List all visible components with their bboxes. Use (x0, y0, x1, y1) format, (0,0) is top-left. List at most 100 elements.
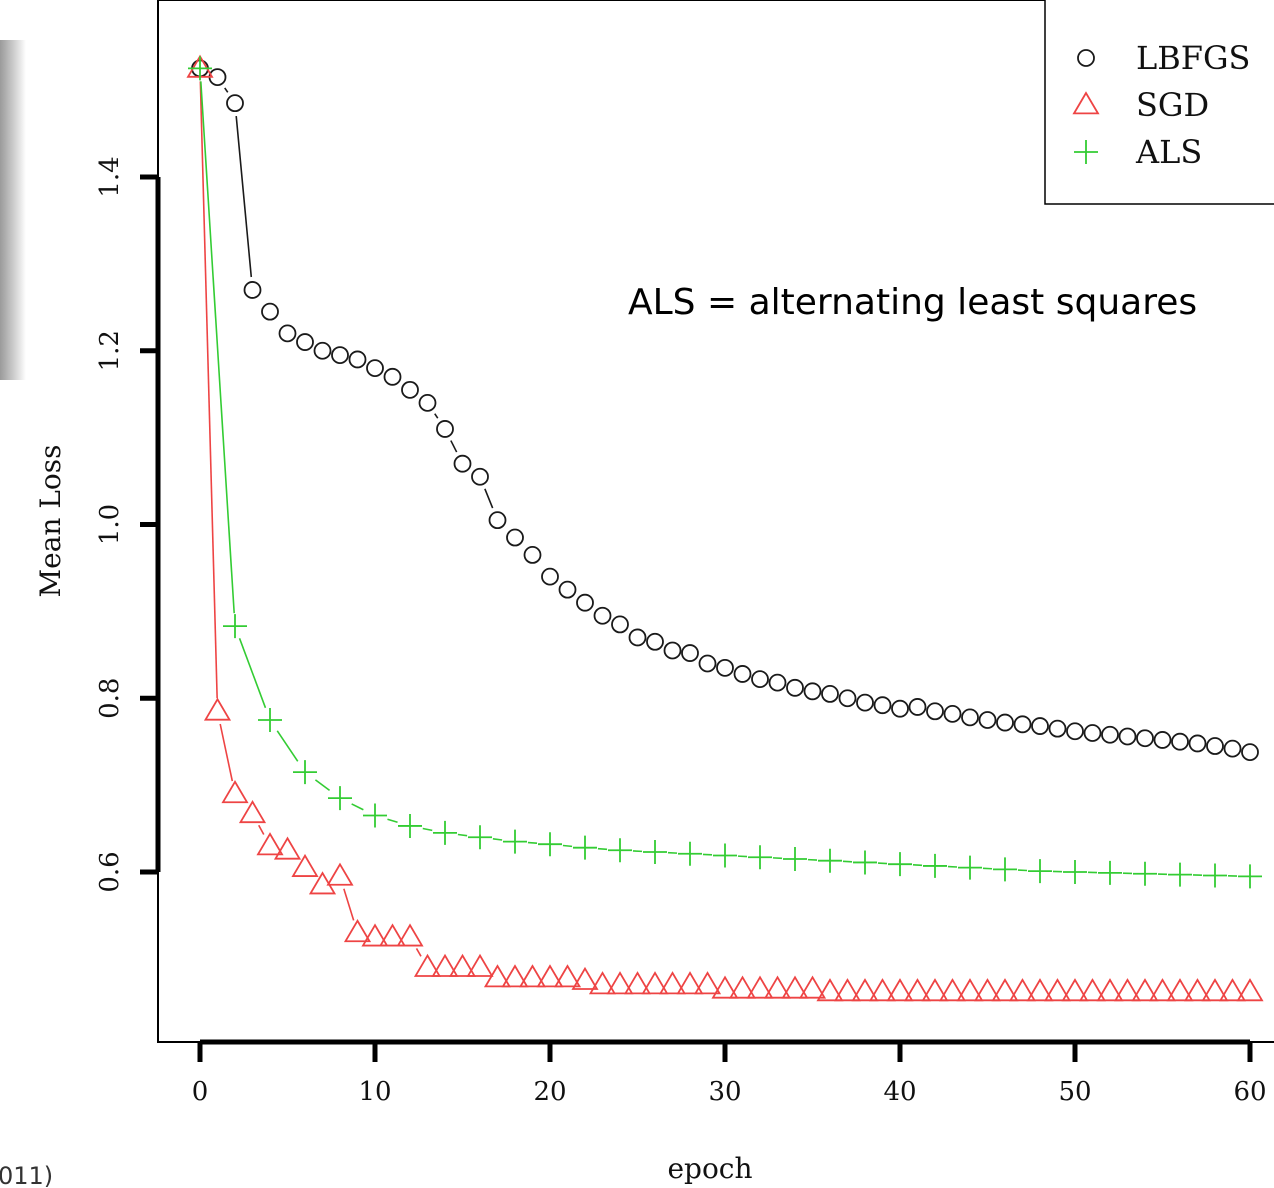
sgd-point (1043, 978, 1072, 1002)
legend-box (1044, 0, 1274, 205)
sgd-line-segment (415, 948, 422, 957)
y-axis-label: Mean Loss (34, 444, 67, 597)
als-point (188, 56, 212, 81)
lbfgs-point (523, 546, 542, 564)
als-line-segment (387, 818, 398, 824)
sgd-point (256, 832, 284, 856)
legend-marker-als (1074, 140, 1098, 164)
sgd-line-segment (219, 723, 234, 782)
als-point (608, 838, 632, 863)
lbfgs-point (786, 678, 804, 697)
als-point (363, 803, 387, 828)
y-tick-label: 1.0 (95, 504, 125, 545)
lbfgs-point (436, 420, 454, 438)
lbfgs-point (961, 708, 979, 727)
lbfgs-line-segment (434, 413, 439, 419)
sgd-point (501, 964, 529, 988)
lbfgs-point (611, 615, 629, 634)
y-tick-label: 0.6 (95, 851, 125, 892)
lbfgs-point (296, 333, 314, 351)
lbfgs-point (996, 713, 1014, 732)
sgd-point (798, 975, 827, 999)
sgd-point (483, 964, 512, 988)
lbfgs-point (1188, 734, 1207, 753)
sgd-point (816, 978, 844, 1002)
lbfgs-point (663, 641, 682, 660)
lbfgs-point (733, 665, 752, 683)
lbfgs-point (751, 670, 769, 689)
lbfgs-point (1031, 717, 1049, 735)
lbfgs-point (453, 454, 472, 473)
legend-label-sgd: SGD (1136, 86, 1209, 124)
als-point (1028, 859, 1052, 884)
lbfgs-point (576, 593, 594, 612)
lbfgs-point (681, 644, 699, 662)
lbfgs-point (926, 702, 944, 721)
y-tick-label: 1.2 (95, 330, 125, 371)
als-point (993, 857, 1017, 882)
lbfgs-point (488, 511, 507, 530)
legend-marker-sgd (1072, 91, 1100, 115)
als-line-segment (527, 841, 538, 845)
sgd-point (763, 975, 792, 999)
sgd-point (1026, 978, 1054, 1002)
als-point (293, 760, 317, 785)
sgd-point (588, 971, 617, 995)
sgd-point (361, 923, 389, 947)
sgd-point (1218, 978, 1247, 1002)
x-tick-label: 50 (1058, 1077, 1091, 1107)
lbfgs-point (593, 606, 612, 625)
als-point (1063, 860, 1087, 884)
als-point (818, 848, 842, 873)
als-point (1168, 862, 1192, 887)
sgd-point (413, 953, 442, 977)
als-line-segment (422, 827, 433, 832)
series-markers (186, 54, 1264, 1002)
als-line-segment (314, 779, 331, 792)
als-point (223, 614, 247, 639)
sgd-point (273, 836, 302, 860)
als-point (468, 825, 492, 850)
sgd-point (956, 978, 984, 1002)
als-point (958, 855, 982, 880)
lbfgs-point (628, 628, 647, 647)
lbfgs-point (856, 693, 874, 712)
sgd-point (1166, 978, 1194, 1002)
lbfgs-point (313, 341, 332, 360)
als-point (783, 846, 807, 871)
sgd-point (343, 919, 372, 943)
als-point (1133, 861, 1157, 886)
lbfgs-point (838, 689, 857, 708)
sgd-point (903, 978, 932, 1002)
y-tick-label: 1.4 (95, 156, 125, 197)
sgd-point (553, 964, 582, 988)
legend-marker-lbfgs (1077, 49, 1095, 67)
als-point (888, 852, 912, 877)
x-tick-label: 60 (1233, 1077, 1266, 1107)
lbfgs-point (366, 359, 384, 378)
cropped-citation-text: 011) (0, 1162, 53, 1188)
sgd-point (203, 697, 232, 721)
sgd-point (886, 978, 914, 1002)
sgd-point (658, 971, 687, 995)
sgd-point (991, 978, 1019, 1002)
sgd-point (746, 975, 774, 999)
lbfgs-point (646, 632, 664, 651)
lbfgs-point (803, 682, 822, 701)
x-tick-label: 10 (358, 1077, 391, 1107)
als-point (643, 840, 667, 865)
als-line-segment (276, 730, 299, 762)
sgd-point (1096, 978, 1124, 1002)
lbfgs-point (978, 711, 997, 729)
sgd-point (693, 971, 722, 995)
lbfgs-point (1048, 719, 1067, 738)
sgd-point (938, 978, 967, 1002)
sgd-point (1183, 978, 1212, 1002)
sgd-point (851, 978, 879, 1002)
sgd-point (641, 971, 669, 995)
lbfgs-point (891, 699, 909, 718)
axes: 0.6 0.8 1.0 1.2 1.4 0 10 20 30 40 50 60 (95, 156, 1267, 1107)
x-axis-label: epoch (667, 1152, 752, 1185)
sgd-point (833, 978, 862, 1002)
